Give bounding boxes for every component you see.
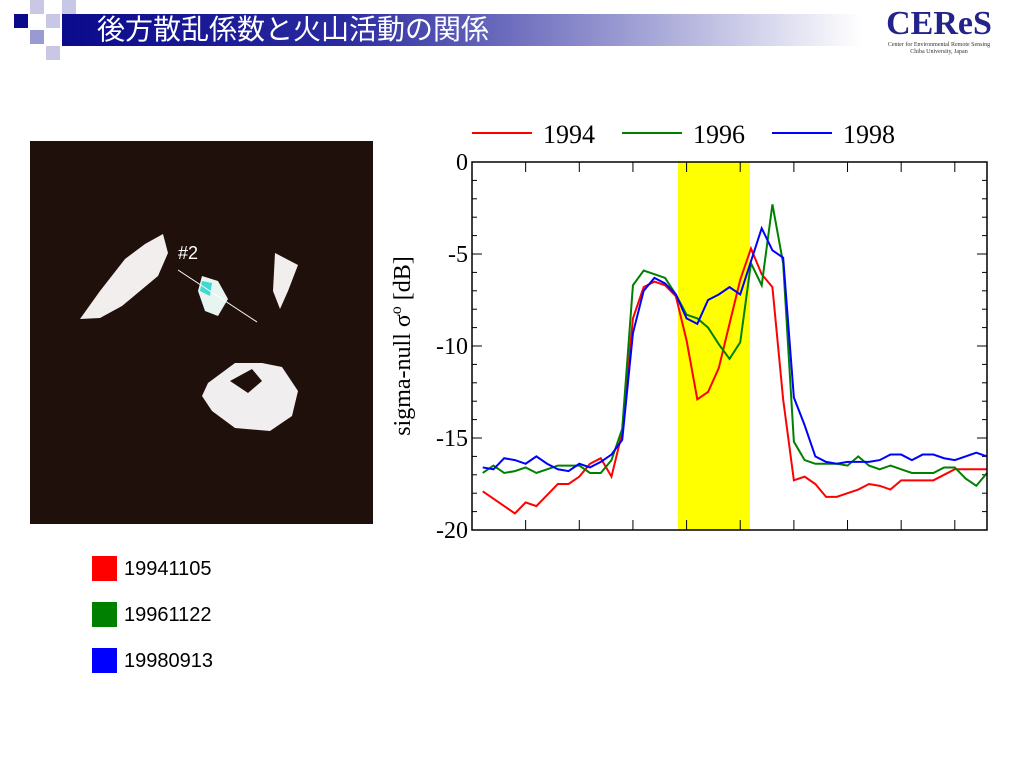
line-series — [482, 245, 987, 515]
swatch-label: 19941105 — [124, 558, 212, 580]
swatch — [92, 602, 117, 627]
swatch — [92, 648, 117, 673]
y-tick-label: -5 — [448, 242, 468, 268]
line-series — [482, 204, 988, 488]
plot-frame — [471, 161, 988, 531]
legend-label: 1996 — [693, 120, 745, 149]
deco-square — [30, 30, 44, 44]
swatch — [92, 556, 117, 581]
deco-square — [46, 14, 60, 28]
crater — [230, 369, 262, 393]
logo: CEReS Center for Environmental Remote Se… — [864, 6, 1014, 56]
y-axis-label-unit: [dB] — [390, 256, 416, 306]
deco-square — [14, 14, 28, 28]
slide-title: 後方散乱係数と火山活動の関係 — [97, 13, 490, 46]
island — [202, 363, 298, 431]
highlight-span — [678, 162, 750, 530]
legend-label: 1998 — [843, 120, 895, 149]
y-axis-label-sup: o — [388, 306, 405, 314]
title-bar — [62, 14, 862, 46]
y-tick-label: 0 — [456, 150, 468, 176]
y-axis-label: sigma-null σo [dB] — [388, 256, 416, 436]
logo-text: CEReS — [886, 5, 992, 42]
logo-line: Chiba University, Japan — [910, 49, 968, 55]
y-axis-label-text: sigma-null σ — [390, 314, 416, 436]
legend-label: 1994 — [543, 120, 595, 149]
satellite-image: #2 — [30, 141, 373, 524]
deco-square — [62, 0, 76, 14]
image-background — [30, 141, 373, 524]
y-tick-label: -15 — [436, 426, 468, 452]
deco-square — [30, 0, 44, 14]
line-series — [482, 225, 988, 473]
profile-line — [177, 269, 258, 323]
y-tick-label: -20 — [436, 518, 468, 544]
y-tick-label: -10 — [436, 334, 468, 360]
profile-label: #2 — [178, 243, 198, 263]
swatch-label: 19980913 — [124, 650, 213, 672]
swatch-label: 19961122 — [124, 604, 212, 626]
island — [80, 234, 168, 319]
island — [273, 253, 298, 309]
deco-square — [46, 46, 60, 60]
logo-line: Center for Environmental Remote Sensing — [887, 42, 991, 48]
